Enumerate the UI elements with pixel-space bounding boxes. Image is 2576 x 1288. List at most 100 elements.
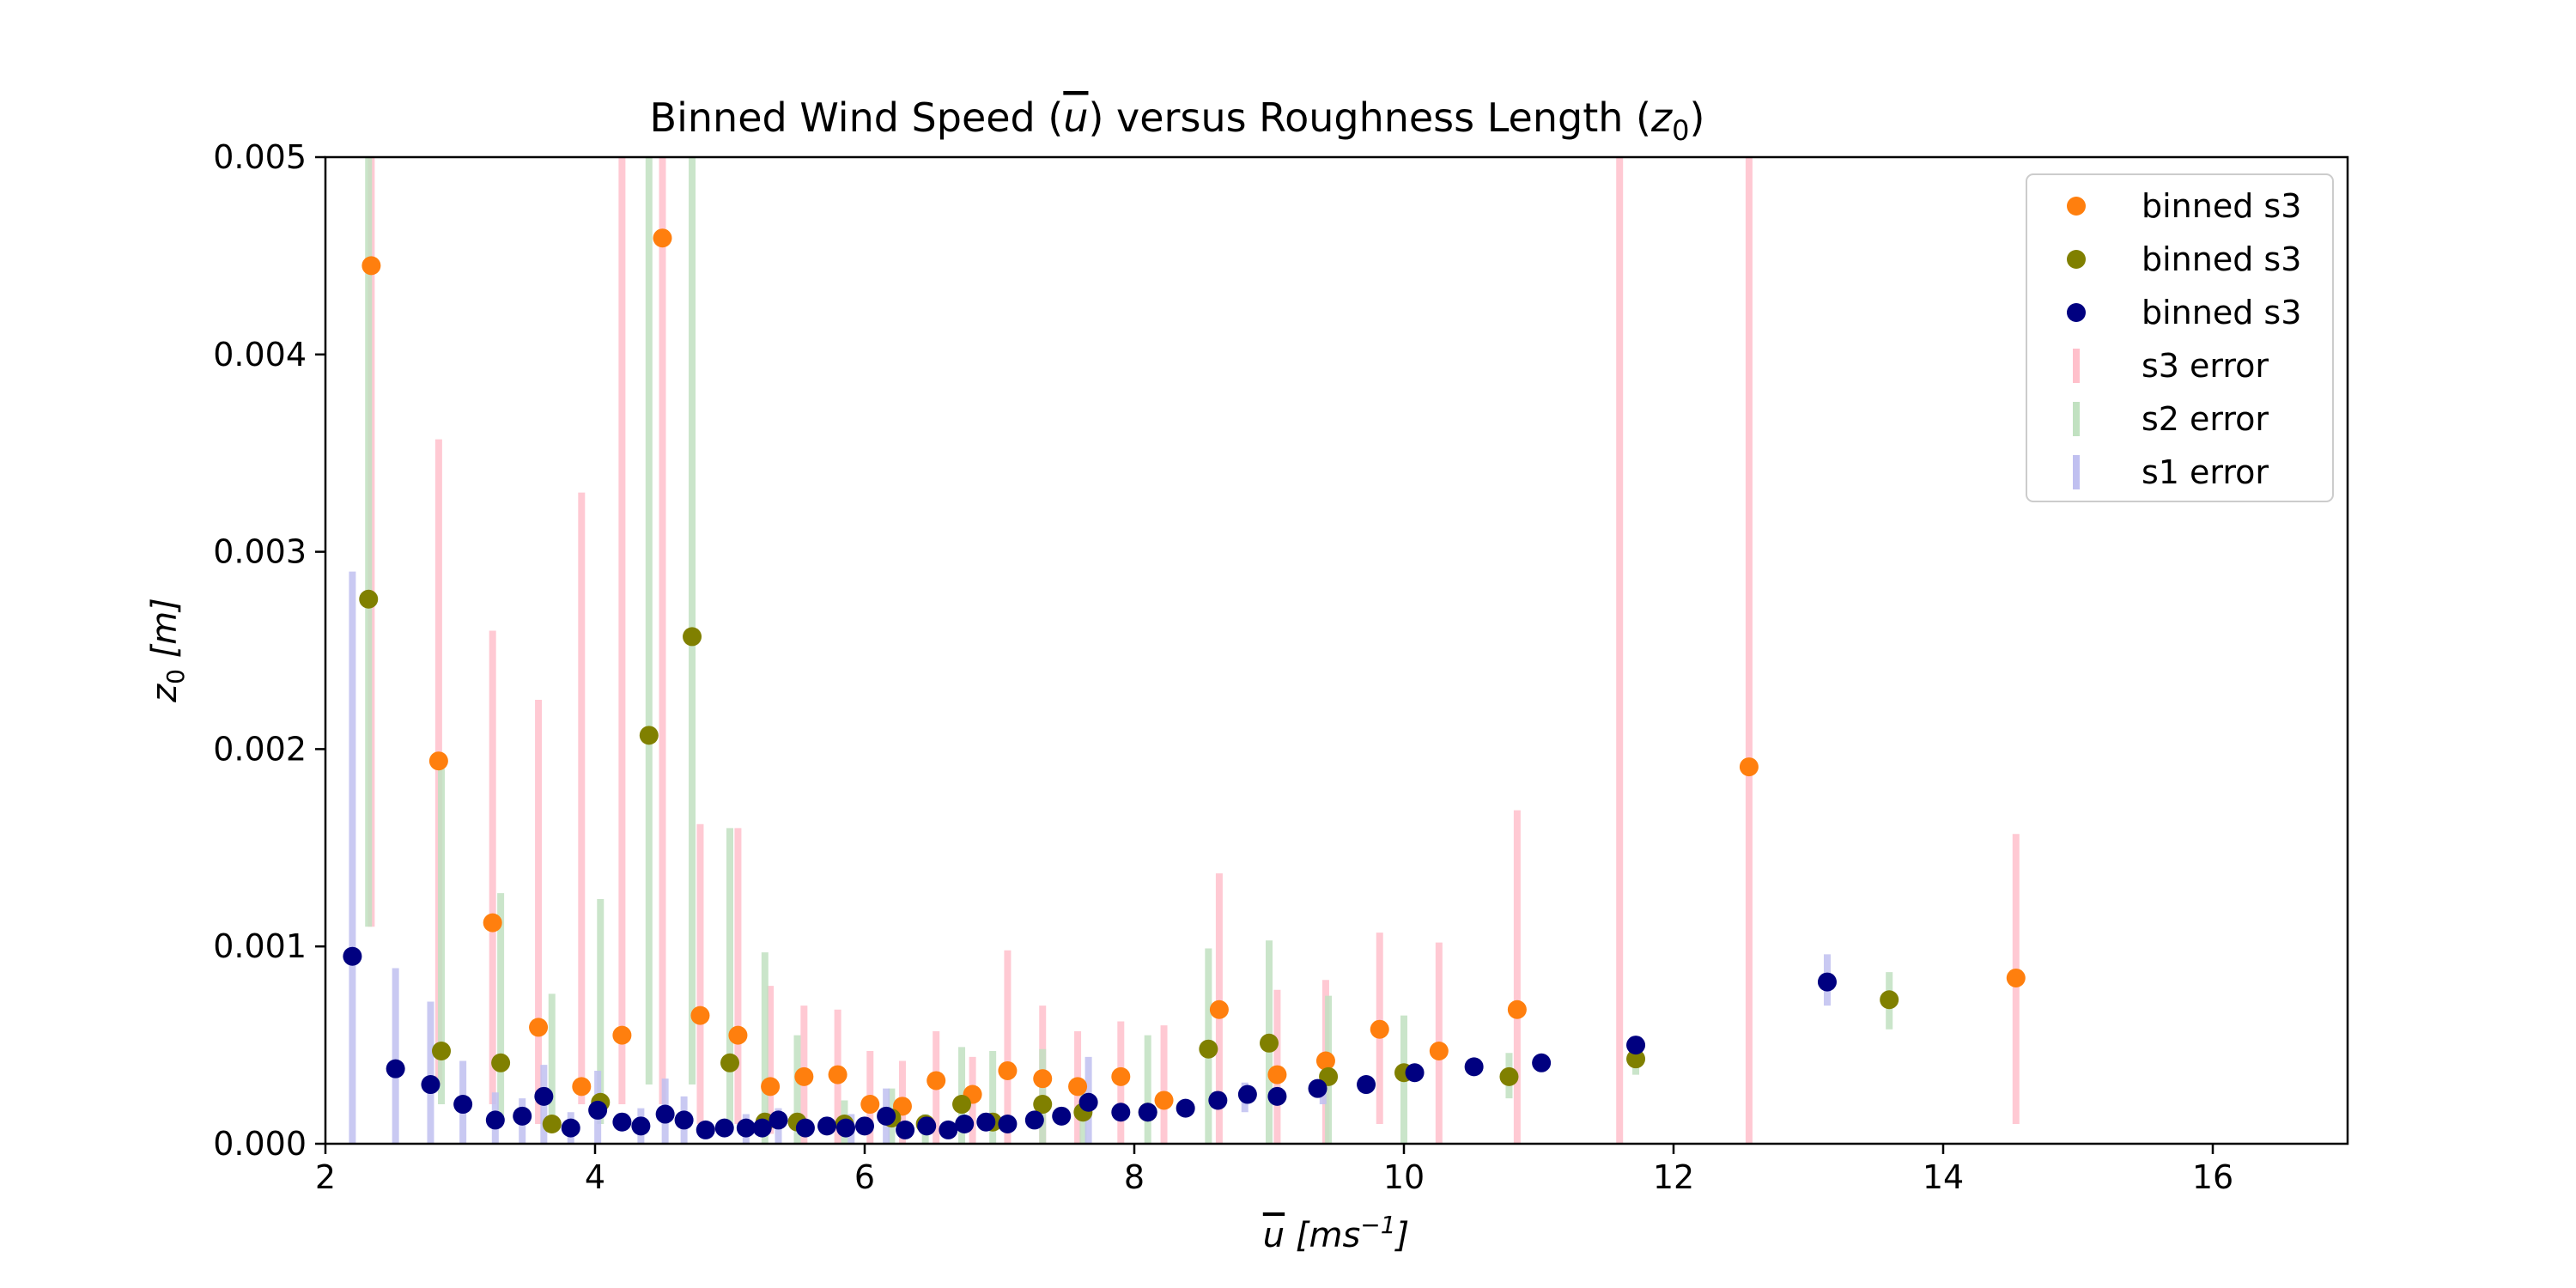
legend-label: binned s3 [2142,240,2301,278]
legend-marker [2067,197,2086,216]
data-point [794,1066,814,1086]
x-tick-label: 14 [1923,1158,1964,1196]
data-point [453,1095,473,1115]
data-point [896,1120,915,1139]
data-point [855,1116,874,1136]
data-point [572,1077,592,1097]
legend-marker [2067,250,2086,269]
data-point [1357,1075,1376,1095]
data-point [1111,1103,1131,1122]
data-point [343,946,362,966]
data-point [927,1071,946,1091]
plot-frame [324,155,2349,1145]
data-point [1739,757,1759,777]
y-tick-label: 0.000 [213,1125,307,1163]
data-point [795,1118,815,1138]
data-point [752,1118,772,1138]
data-point [1176,1098,1195,1118]
data-point [639,726,659,745]
data-point [561,1118,580,1138]
data-point [1626,1036,1646,1055]
data-point [720,1053,739,1072]
data-point [1499,1066,1519,1086]
data-point [761,1077,781,1097]
y-tick-label: 0.004 [213,336,307,374]
data-point [588,1100,608,1120]
data-point [386,1059,405,1078]
legend-label: s3 error [2142,347,2269,385]
x-tick-label: 6 [854,1158,875,1196]
data-point [1315,1051,1335,1071]
y-tick-label: 0.001 [213,927,307,965]
data-point [998,1060,1018,1080]
data-point [1464,1057,1484,1077]
data-point [1033,1069,1053,1089]
data-point [513,1106,532,1126]
x-axis-label: u [ms−1] [1263,1211,1409,1255]
legend-box [2026,173,2334,502]
data-point [1370,1019,1389,1039]
data-point [1052,1106,1072,1126]
data-point [534,1086,554,1106]
data-point [1199,1039,1218,1059]
data-point [359,589,379,609]
data-point [1429,1041,1449,1060]
data-point [1154,1091,1174,1110]
data-point [736,1118,756,1138]
data-point [1068,1077,1088,1097]
data-point [728,1025,748,1045]
data-point [1880,990,1899,1010]
data-point [769,1110,788,1130]
legend: binned s3 binned s3 binned s3 s3 error s2 er… [2026,173,2334,502]
data-point [1532,1053,1552,1072]
x-tick-label: 8 [1124,1158,1145,1196]
data-point [674,1110,694,1130]
data-point [655,1104,675,1124]
data-point [955,1115,975,1134]
data-point [1209,999,1229,1019]
data-point [529,1018,549,1037]
y-axis-label: z0 [m] [145,598,190,703]
data-point [1138,1103,1157,1122]
data-point [1237,1084,1257,1104]
data-point [683,627,702,647]
data-point [952,1095,972,1115]
data-point [1308,1078,1327,1098]
data-point [714,1118,734,1138]
y-tick-label: 0.003 [213,533,307,571]
data-point [917,1116,937,1136]
data-point [361,256,381,276]
legend-marker [2067,303,2086,322]
y-axis-ticks: 0.000 0.001 0.002 0.003 0.004 0.005 [213,138,325,1163]
data-point [1024,1110,1044,1130]
data-point [1626,1049,1646,1069]
legend-label: binned s3 [2142,294,2301,331]
y-tick-label: 0.002 [213,730,307,768]
data-point [998,1115,1018,1134]
data-point [877,1106,896,1126]
data-point [483,913,502,933]
data-point [976,1112,996,1132]
legend-label: s1 error [2142,453,2269,491]
data-point [939,1120,958,1139]
data-point [696,1120,715,1139]
data-points [343,228,2026,1139]
data-point [1260,1033,1279,1053]
data-point [1033,1095,1053,1115]
x-tick-label: 16 [2192,1158,2233,1196]
x-tick-label: 2 [315,1158,336,1196]
data-point [491,1053,511,1072]
data-point [1817,972,1837,992]
x-tick-label: 4 [585,1158,605,1196]
data-point [836,1118,856,1138]
data-point [1267,1065,1287,1084]
data-point [1078,1092,1098,1112]
data-point [428,751,448,771]
legend-label: binned s3 [2142,187,2301,225]
data-point [485,1110,505,1130]
data-point [817,1116,837,1136]
data-point [542,1115,562,1134]
data-point [1507,999,1527,1019]
chart-title: Binned Wind Speed (u) versus Roughness L… [650,94,1705,147]
